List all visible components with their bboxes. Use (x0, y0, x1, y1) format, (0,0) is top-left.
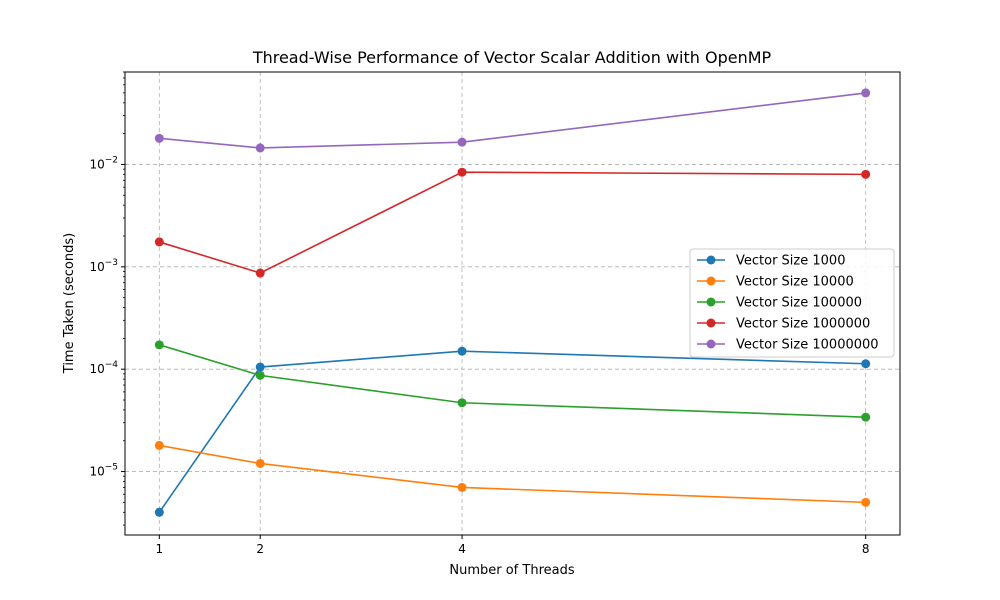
y-tick-base: 10 (89, 362, 104, 376)
y-tick-label: 10−2 (89, 155, 118, 171)
legend-entry: Vector Size 10000000 (697, 338, 879, 353)
series-line (159, 344, 866, 418)
y-tick-label: 10−3 (89, 258, 118, 274)
legend-marker (706, 339, 716, 349)
x-axis: 1 2 4 8 (155, 535, 870, 556)
x-tick-label: 2 (256, 542, 264, 556)
data-point (154, 440, 164, 450)
data-point (154, 340, 164, 350)
legend: Vector Size 1000 Vector Size 10000 Vector … (689, 248, 895, 358)
y-tick-exponent: −4 (105, 360, 119, 370)
data-point (255, 370, 265, 380)
y-tick-exponent: −5 (105, 463, 118, 473)
data-point (154, 237, 164, 247)
data-point (255, 362, 265, 372)
legend-label: Vector Size 1000000 (736, 317, 870, 332)
series-3 (154, 340, 871, 422)
data-point (457, 346, 467, 356)
x-tick-label: 8 (862, 542, 870, 556)
series-5 (154, 88, 871, 153)
legend-marker (706, 297, 716, 307)
legend-marker (706, 318, 716, 328)
data-point (154, 507, 164, 517)
data-point (457, 167, 467, 177)
legend-entry: Vector Size 100000 (697, 296, 862, 311)
legend-marker (706, 255, 716, 265)
x-tick-label: 4 (458, 542, 466, 556)
y-axis: 10−510−410−310−2 (89, 71, 125, 526)
chart-title: Thread-Wise Performance of Vector Scalar… (252, 48, 772, 67)
series-line (159, 444, 866, 504)
series-4 (154, 167, 871, 278)
legend-label: Vector Size 1000 (736, 254, 845, 269)
legend-box (689, 248, 895, 358)
series-line (159, 92, 866, 149)
y-tick-base: 10 (89, 157, 104, 171)
x-tick-label: 1 (155, 542, 163, 556)
legend-label: Vector Size 100000 (736, 296, 862, 311)
x-axis-label: Number of Threads (449, 563, 574, 578)
legend-label: Vector Size 10000 (736, 275, 854, 290)
data-point (861, 359, 871, 369)
data-point (255, 268, 265, 278)
data-point (457, 137, 467, 147)
y-tick-base: 10 (89, 465, 104, 479)
legend-marker (706, 276, 716, 286)
y-tick-exponent: −2 (105, 155, 118, 165)
series-line (159, 171, 866, 274)
series-layer (154, 88, 871, 517)
data-point (861, 169, 871, 179)
data-point (255, 143, 265, 153)
data-point (255, 458, 265, 468)
legend-entry: Vector Size 10000 (697, 275, 854, 290)
data-point (457, 398, 467, 408)
data-point (861, 497, 871, 507)
series-2 (154, 440, 871, 507)
data-point (457, 482, 467, 492)
y-tick-label: 10−5 (89, 463, 118, 479)
series-1 (154, 346, 871, 517)
legend-entry: Vector Size 1000 (697, 254, 845, 269)
y-axis-label: Time Taken (seconds) (62, 233, 77, 374)
series-line (158, 350, 866, 513)
data-point (861, 412, 871, 422)
data-point (154, 133, 164, 143)
legend-entry: Vector Size 1000000 (697, 317, 870, 332)
data-point (861, 88, 871, 98)
y-tick-base: 10 (89, 260, 104, 274)
y-tick-exponent: −3 (105, 258, 118, 268)
plot-frame (124, 71, 901, 536)
legend-label: Vector Size 10000000 (736, 338, 879, 353)
y-tick-label: 10−4 (89, 360, 118, 376)
